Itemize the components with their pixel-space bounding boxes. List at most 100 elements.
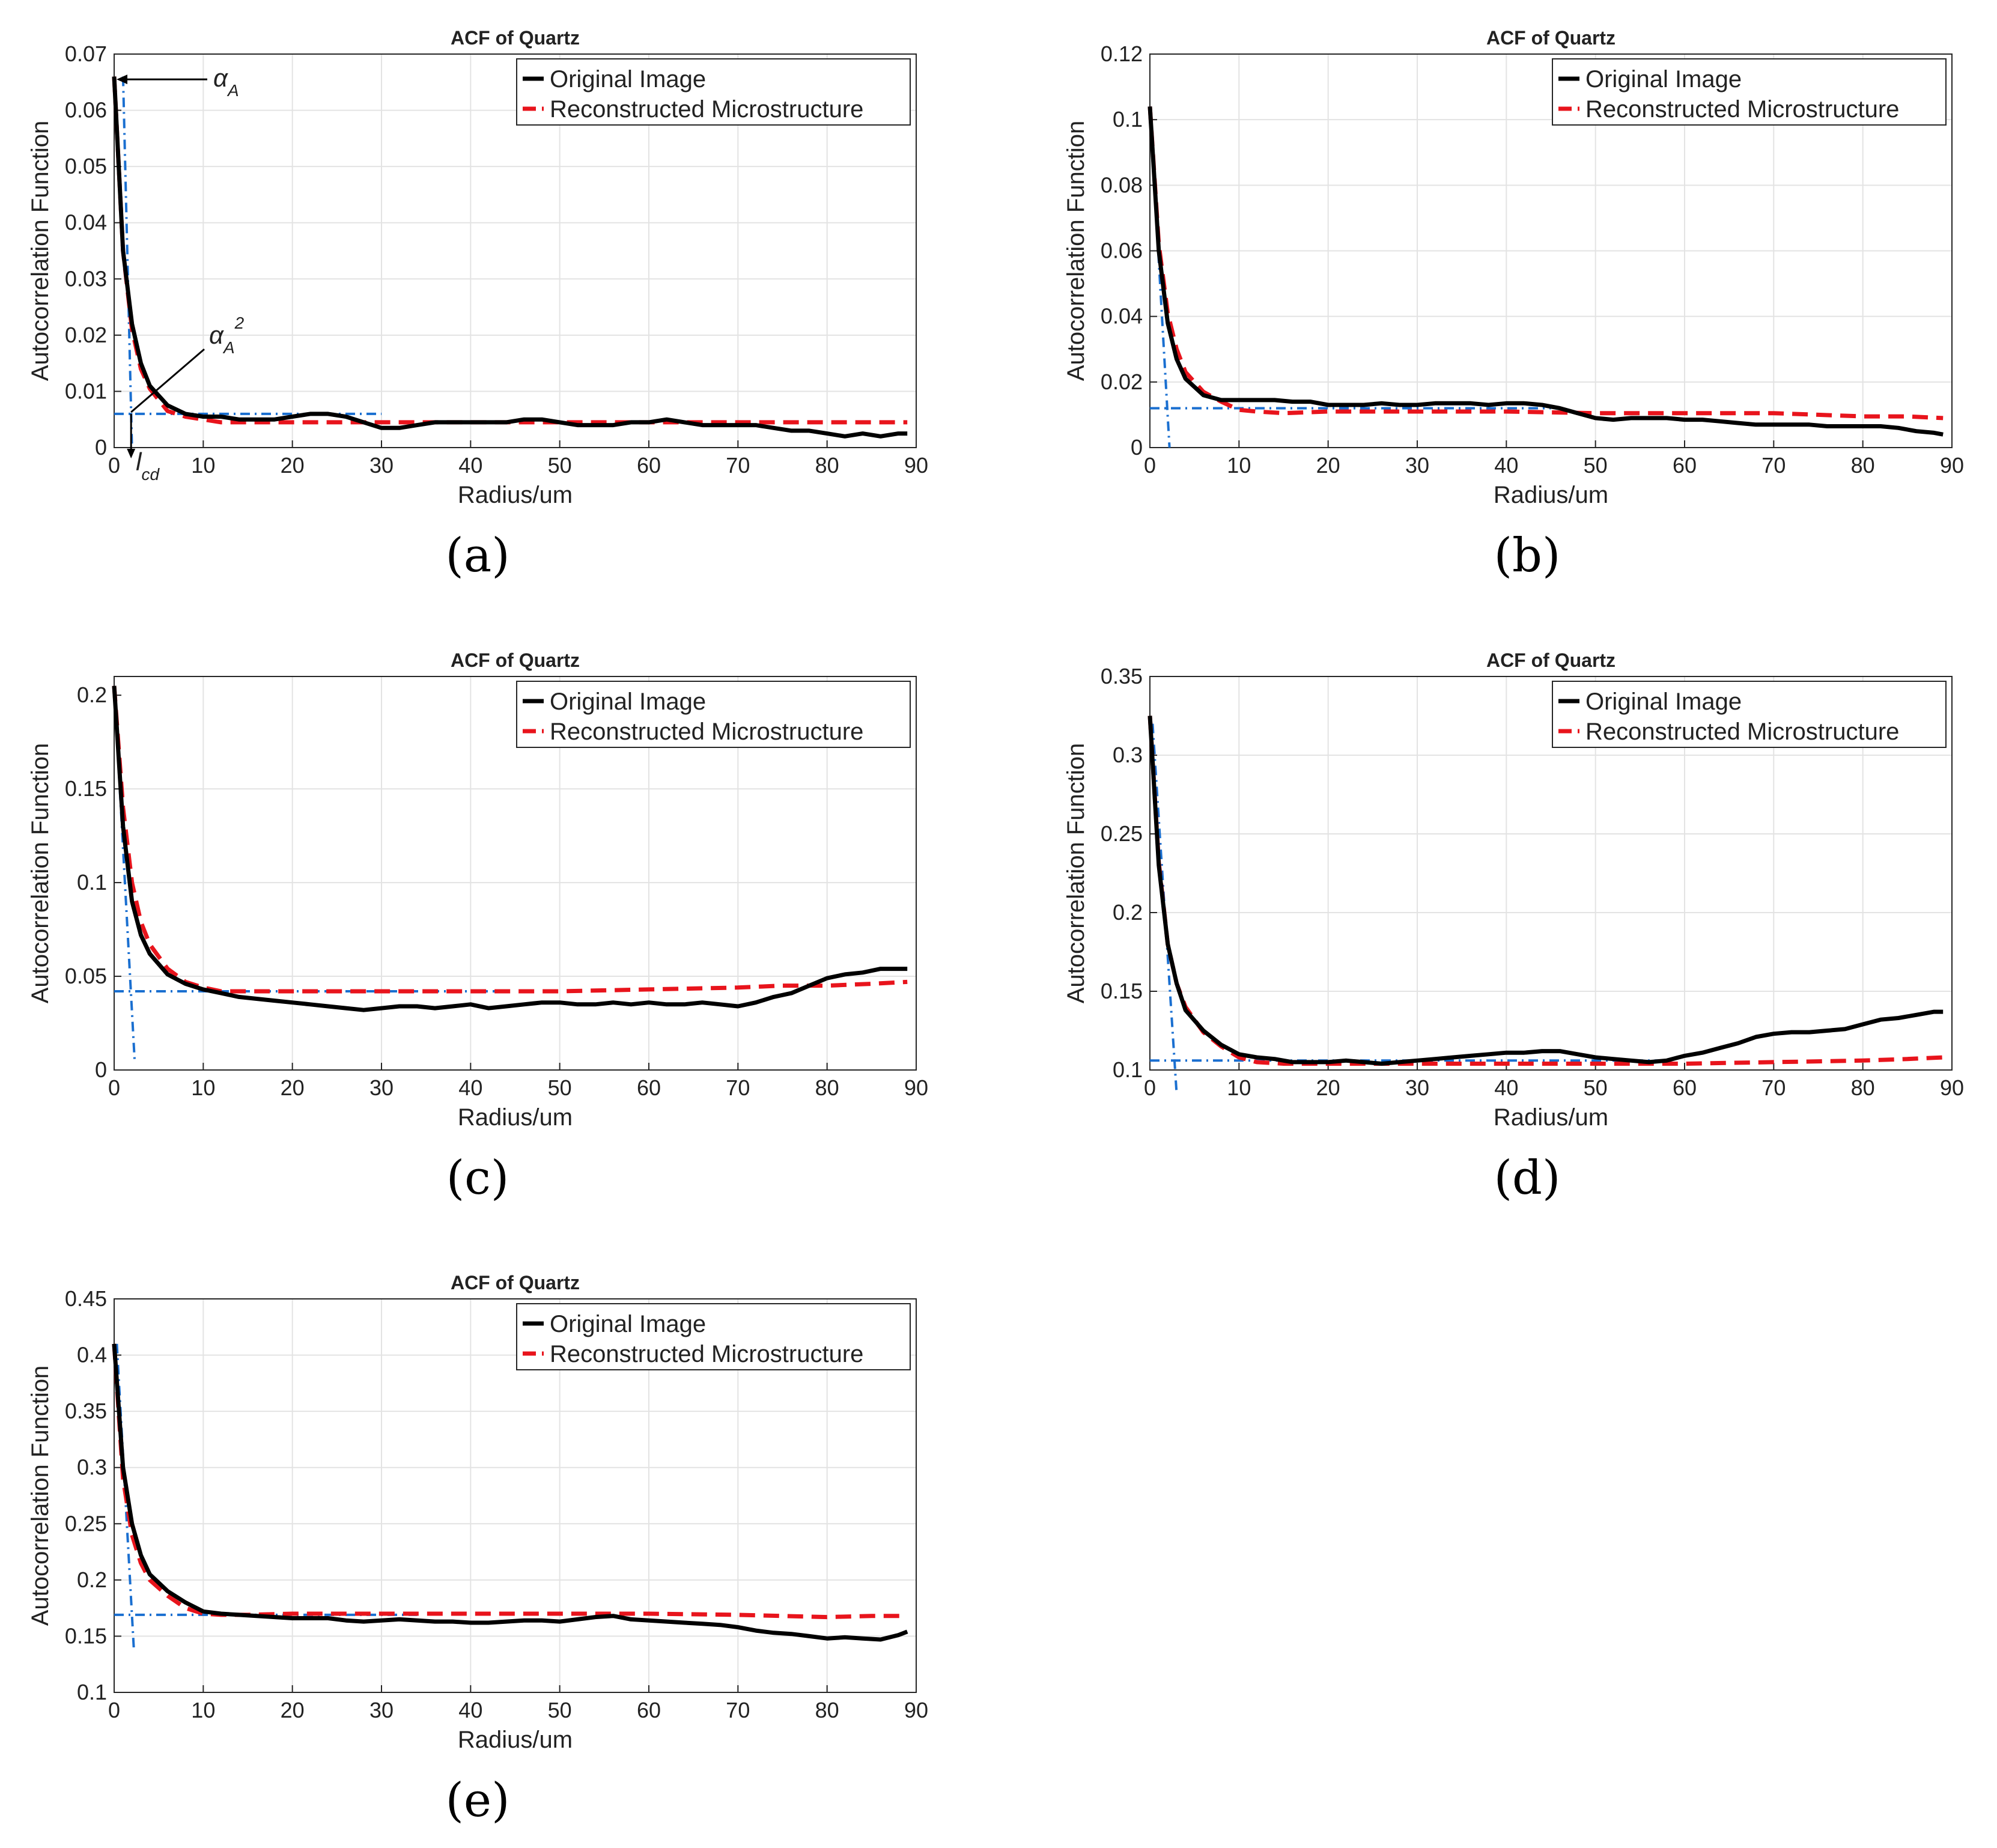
annotation-arrow-alpha-sq	[130, 348, 205, 413]
caption-a: (a)	[445, 529, 510, 583]
x-tick-label: 70	[726, 453, 750, 478]
x-tick-label: 10	[191, 453, 215, 478]
y-tick-label: 0.25	[65, 1511, 107, 1536]
y-tick-label: 0.35	[1101, 664, 1143, 688]
x-tick-label: 20	[1316, 1075, 1340, 1100]
x-tick-label: 80	[815, 1075, 839, 1100]
x-tick-label: 70	[1761, 453, 1786, 478]
y-tick-label: 0.04	[65, 210, 107, 235]
x-tick-label: 60	[637, 1698, 661, 1722]
x-tick-label: 40	[1494, 453, 1518, 478]
legend-label-reconstructed: Reconstructed Microstructure	[1585, 719, 1899, 745]
legend-label-original: Original Image	[550, 688, 706, 715]
x-tick-label: 30	[369, 453, 394, 478]
chart-d: 0 10 20 30 40 50 60 70 80 90 0.1 0.15 0.2 0.25 0.3 0.35…	[1063, 649, 1964, 1131]
panel-c: 0 10 20 30 40 50 60 70 80 90 0 0.05 0.1 0.15 0.2 ACF of…	[0, 622, 961, 1223]
y-tick-label: 0.25	[1101, 821, 1143, 846]
y-tick-label: 0	[1131, 435, 1143, 460]
x-tick-label: 60	[1673, 453, 1697, 478]
legend-box	[516, 681, 911, 748]
legend-box	[1552, 681, 1947, 748]
x-axis-label: Radius/um	[1494, 482, 1608, 508]
y-tick-label: 0.07	[65, 41, 107, 66]
caption-b: (b)	[1494, 529, 1561, 583]
series-line-original	[112, 76, 908, 439]
y-tick-label: 0.05	[65, 154, 107, 178]
x-tick-label: 70	[726, 1698, 750, 1722]
x-tick-label: 0	[1144, 453, 1156, 478]
legend-label-original: Original Image	[550, 66, 706, 93]
x-tick-label: 0	[108, 453, 120, 478]
x-tick-label: 80	[815, 453, 839, 478]
x-tick-label: 70	[726, 1075, 750, 1100]
legend-label-reconstructed: Reconstructed Microstructure	[550, 1341, 863, 1367]
y-axis-label: Autocorrelation Function	[27, 1366, 53, 1626]
x-tick-label: 10	[1227, 453, 1251, 478]
chart-title: ACF of Quartz	[1486, 27, 1616, 49]
legend-label-reconstructed: Reconstructed Microstructure	[550, 719, 863, 745]
chart-title: ACF of Quartz	[451, 27, 580, 49]
axes-box	[114, 676, 917, 1071]
y-tick-label: 0.2	[77, 1567, 107, 1592]
x-tick-label: 0	[1144, 1075, 1156, 1100]
y-tick-label: 0.3	[1113, 743, 1143, 767]
x-tick-label: 80	[1851, 453, 1875, 478]
x-tick-label: 40	[458, 1075, 482, 1100]
x-tick-label: 50	[548, 453, 572, 478]
x-tick-label: 90	[904, 453, 928, 478]
caption-e: (e)	[445, 1774, 510, 1828]
series-line-reconstructed	[1147, 106, 1944, 421]
legend-label-original: Original Image	[1585, 688, 1742, 715]
x-tick-label: 80	[815, 1698, 839, 1722]
x-tick-label: 20	[281, 1698, 305, 1722]
y-tick-label: 0.1	[77, 870, 107, 895]
x-tick-label: 90	[1940, 453, 1964, 478]
panel-d: 0 10 20 30 40 50 60 70 80 90 0.1 0.15 0.2 0.25 0.3 0.35…	[1036, 622, 1997, 1223]
axes-box	[114, 1298, 917, 1693]
y-tick-label: 0	[95, 1057, 107, 1082]
series-line-original	[112, 685, 908, 1012]
y-tick-label: 0.4	[77, 1343, 107, 1367]
x-tick-label: 40	[458, 453, 482, 478]
annotation-lcd: lcd	[136, 448, 160, 484]
chart-title: ACF of Quartz	[451, 1272, 580, 1293]
panel-a: 0 10 20 30 40 50 60 70 80 90 0 0.01 0.02 0.03 0.04 0.05…	[0, 0, 961, 601]
chart-b: 0 10 20 30 40 50 60 70 80 90 0 0.02 0.04 0.06 0.08 0.1 0…	[1063, 27, 1964, 508]
legend-box	[1552, 58, 1947, 126]
legend-box	[516, 58, 911, 126]
x-tick-label: 0	[108, 1698, 120, 1722]
x-tick-label: 30	[1405, 1075, 1429, 1100]
annotation-arrowhead-lcd	[127, 449, 136, 458]
x-tick-label: 20	[1316, 453, 1340, 478]
chart-c: 0 10 20 30 40 50 60 70 80 90 0 0.05 0.1 0.15 0.2 ACF of…	[27, 649, 928, 1131]
y-tick-label: 0.02	[65, 323, 107, 347]
x-tick-label: 40	[1494, 1075, 1518, 1100]
annotation-arrowhead-alpha	[117, 74, 127, 85]
x-tick-label: 30	[1405, 453, 1429, 478]
axes-box	[1149, 676, 1953, 1071]
series-line-reconstructed	[112, 685, 908, 994]
x-tick-label: 20	[281, 453, 305, 478]
y-tick-label: 0.1	[1113, 107, 1143, 132]
y-tick-label: 0.06	[65, 98, 107, 123]
x-tick-label: 10	[1227, 1075, 1251, 1100]
y-tick-label: 0.15	[65, 776, 107, 801]
guide-line-tangent	[1151, 723, 1178, 1094]
y-axis-label: Autocorrelation Function	[1063, 743, 1089, 1004]
series-line-original	[112, 1343, 908, 1642]
x-tick-label: 30	[369, 1698, 394, 1722]
y-tick-label: 0.2	[77, 682, 107, 707]
y-tick-label: 0.03	[65, 266, 107, 291]
x-tick-label: 50	[548, 1075, 572, 1100]
legend-box	[516, 1303, 911, 1370]
x-tick-label: 60	[637, 1075, 661, 1100]
x-tick-label: 90	[904, 1698, 928, 1722]
series-line-original	[1147, 106, 1944, 437]
y-axis-label: Autocorrelation Function	[27, 121, 53, 381]
x-tick-label: 90	[904, 1075, 928, 1100]
y-tick-label: 0.15	[65, 1623, 107, 1648]
x-tick-label: 30	[369, 1075, 394, 1100]
axes-box	[114, 53, 917, 448]
chart-a: 0 10 20 30 40 50 60 70 80 90 0 0.01 0.02 0.03 0.04 0.05…	[27, 27, 928, 508]
y-tick-label: 0.12	[1101, 41, 1143, 66]
